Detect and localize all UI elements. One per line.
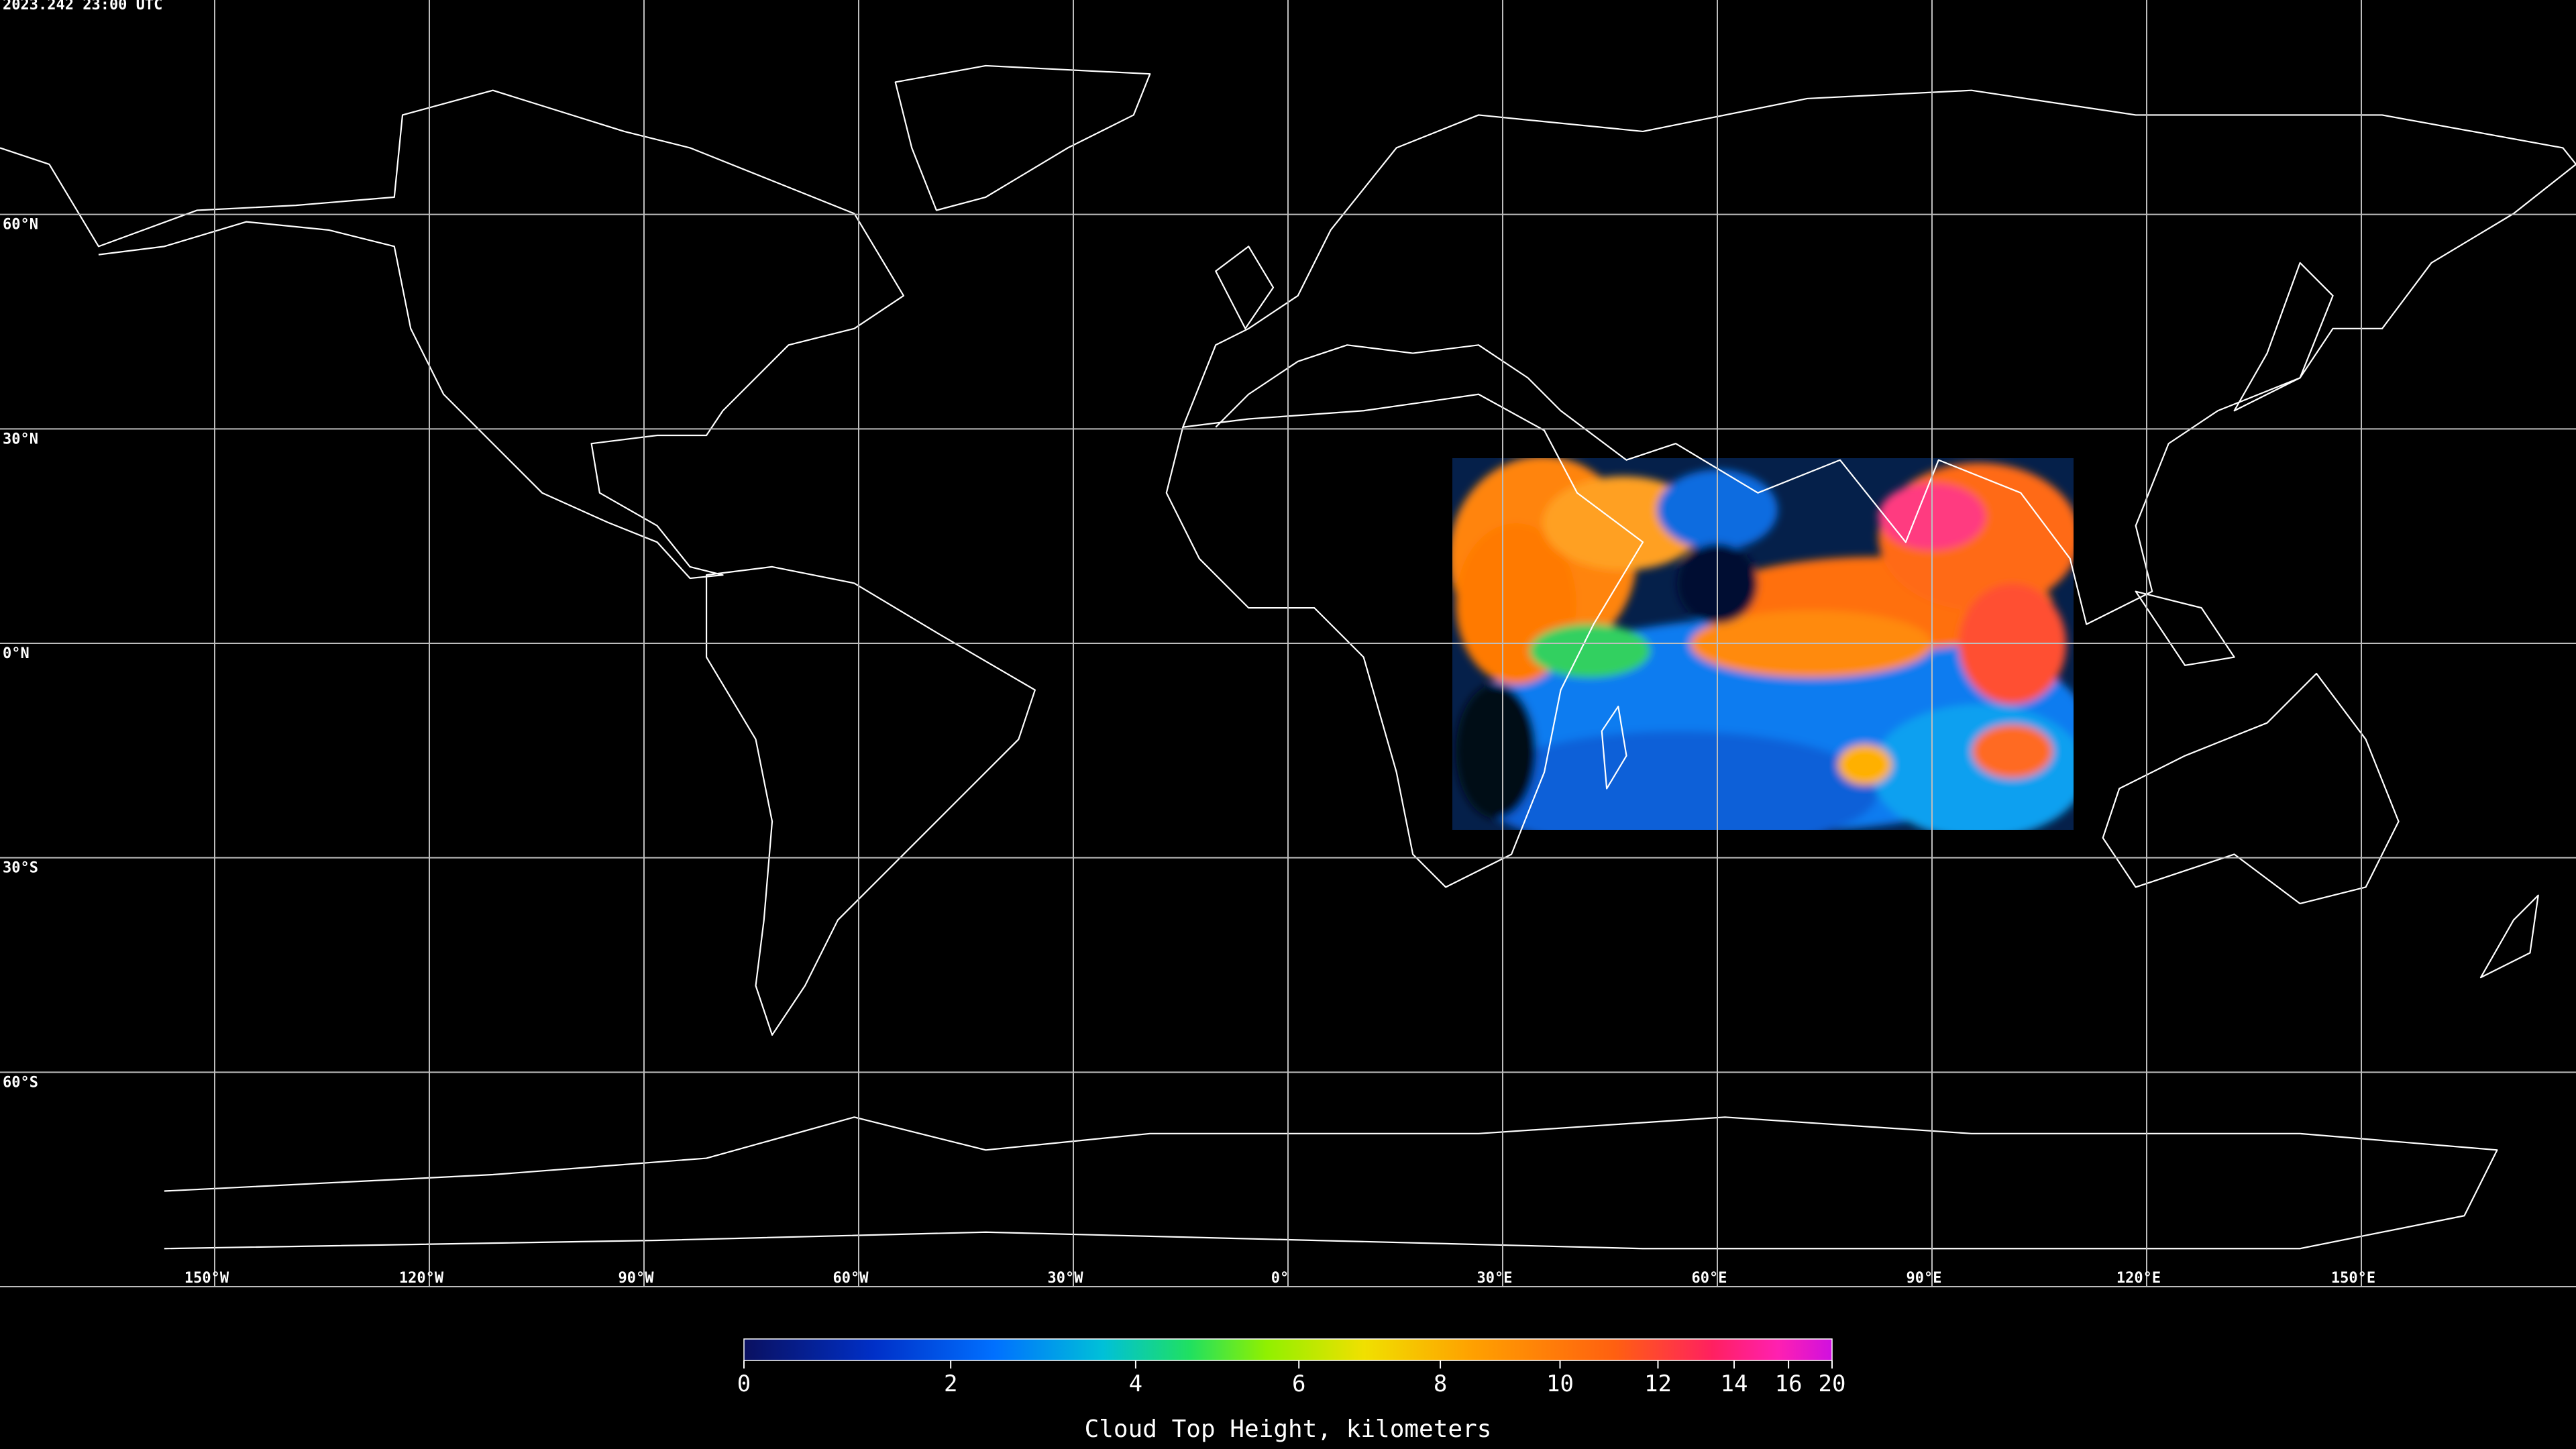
colorbar-tick-label: 20 bbox=[1819, 1371, 1846, 1397]
timestamp: 2023.242 23:00 UTC bbox=[3, 0, 162, 13]
longitude-label: 120°E bbox=[2116, 1270, 2161, 1287]
graticule: 60°N 30°N 0°N 30°S 60°S 150°W 120°W 90°W 60°W 30°… bbox=[0, 0, 2576, 1287]
longitude-label: 150°W bbox=[184, 1270, 229, 1287]
longitude-label: 30°W bbox=[1048, 1270, 1084, 1287]
colorbar-tick-label: 4 bbox=[1129, 1371, 1142, 1397]
colorbar-tick-label: 16 bbox=[1775, 1371, 1803, 1397]
colorbar-title: Cloud Top Height, kilometers bbox=[1085, 1415, 1492, 1443]
colorbar-tick-label: 0 bbox=[737, 1371, 751, 1397]
longitude-label: 60°E bbox=[1692, 1270, 1727, 1287]
colorbar-tick-label: 2 bbox=[944, 1371, 957, 1397]
latitude-label: 0°N bbox=[3, 645, 30, 662]
longitude-label: 120°W bbox=[399, 1270, 444, 1287]
colorbar-tick-label: 6 bbox=[1292, 1371, 1305, 1397]
longitude-label: 150°E bbox=[2331, 1270, 2375, 1287]
colorbar-tick-label: 10 bbox=[1546, 1371, 1574, 1397]
longitude-label: 60°W bbox=[833, 1270, 869, 1287]
colorbar-tick-label: 14 bbox=[1721, 1371, 1748, 1397]
latitude-label: 30°N bbox=[3, 431, 38, 447]
longitude-label: 90°E bbox=[1907, 1270, 1942, 1287]
longitude-label: 90°W bbox=[619, 1270, 655, 1287]
cloud-imagery bbox=[1452, 458, 2074, 830]
colorbar bbox=[743, 1338, 1833, 1361]
colorbar-ticks: 0 2 4 6 8 10 12 14 16 20 bbox=[737, 1360, 1846, 1397]
colorbar-tick-label: 8 bbox=[1434, 1371, 1447, 1397]
longitude-label: 30°E bbox=[1477, 1270, 1513, 1287]
latitude-label: 60°S bbox=[3, 1074, 38, 1091]
coastlines bbox=[0, 64, 2576, 1250]
colorbar-tick-label: 12 bbox=[1644, 1371, 1672, 1397]
latitude-label: 60°N bbox=[3, 217, 38, 233]
longitude-label: 0° bbox=[1271, 1270, 1289, 1287]
latitude-label: 30°S bbox=[3, 860, 38, 877]
